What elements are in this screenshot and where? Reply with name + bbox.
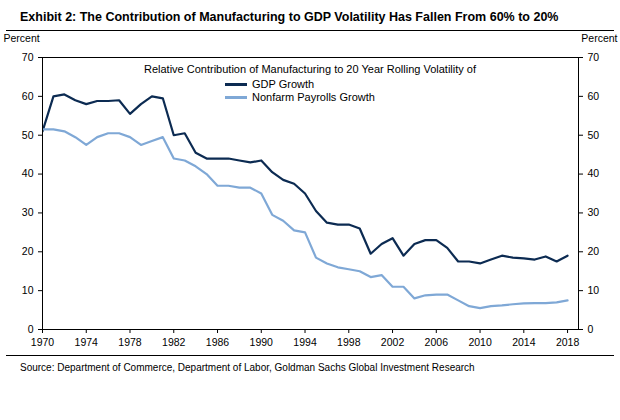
svg-text:1990: 1990 bbox=[250, 336, 274, 348]
svg-text:20: 20 bbox=[588, 245, 600, 257]
svg-text:2010: 2010 bbox=[468, 336, 492, 348]
html-text:Source: Department of Commerce: Source: Department of Commerce, Departme… bbox=[20, 362, 475, 373]
svg-text:2014: 2014 bbox=[512, 336, 536, 348]
html-text:Nonfarm Payrolls Growth: Nonfarm Payrolls Growth bbox=[252, 91, 375, 103]
svg-text:70: 70 bbox=[22, 51, 34, 63]
svg-text:60: 60 bbox=[588, 90, 600, 102]
svg-text:Percent: Percent bbox=[581, 32, 617, 44]
svg-text:10: 10 bbox=[588, 284, 600, 296]
svg-text:30: 30 bbox=[22, 206, 34, 218]
svg-text:1998: 1998 bbox=[337, 336, 361, 348]
svg-text:1986: 1986 bbox=[206, 336, 230, 348]
svg-text:50: 50 bbox=[588, 129, 600, 141]
svg-text:2006: 2006 bbox=[425, 336, 449, 348]
svg-text:2018: 2018 bbox=[556, 336, 580, 348]
svg-text:60: 60 bbox=[22, 90, 34, 102]
svg-text:1982: 1982 bbox=[162, 336, 186, 348]
svg-text:Percent: Percent bbox=[4, 32, 40, 44]
svg-text:2002: 2002 bbox=[381, 336, 405, 348]
svg-text:1970: 1970 bbox=[31, 336, 55, 348]
svg-text:20: 20 bbox=[22, 245, 34, 257]
svg-text:10: 10 bbox=[22, 284, 34, 296]
svg-text:70: 70 bbox=[588, 51, 600, 63]
html-text:Exhibit 2: The Contribution of: Exhibit 2: The Contribution of Manufactu… bbox=[20, 10, 559, 24]
svg-text:0: 0 bbox=[28, 323, 34, 335]
svg-text:50: 50 bbox=[22, 129, 34, 141]
svg-text:1994: 1994 bbox=[293, 336, 317, 348]
svg-text:30: 30 bbox=[588, 206, 600, 218]
html-text:Relative Contribution of Manuf: Relative Contribution of Manufacturing t… bbox=[144, 63, 476, 75]
html-text:GDP Growth: GDP Growth bbox=[252, 78, 315, 90]
svg-text:40: 40 bbox=[588, 167, 600, 179]
svg-text:0: 0 bbox=[588, 323, 594, 335]
svg-text:1978: 1978 bbox=[118, 336, 142, 348]
svg-text:40: 40 bbox=[22, 167, 34, 179]
svg-text:1974: 1974 bbox=[75, 336, 99, 348]
